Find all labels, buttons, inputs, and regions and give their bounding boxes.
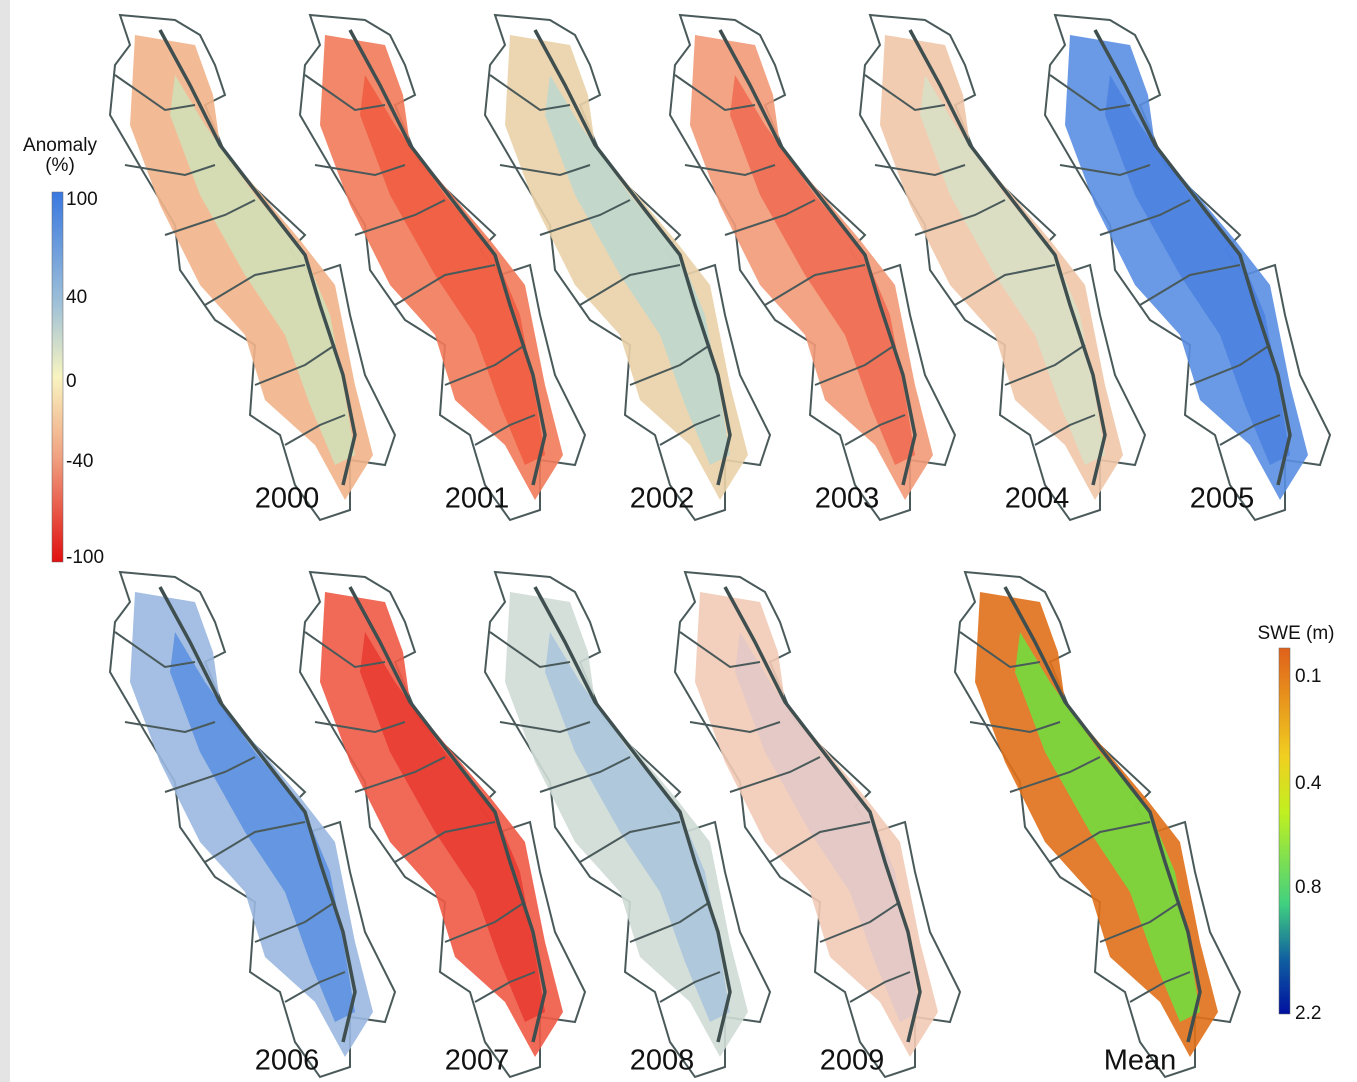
panel-label: 2004 bbox=[1005, 483, 1070, 515]
legend-tick-label: 100 bbox=[66, 189, 98, 210]
legend-tick-label: 2.2 bbox=[1295, 1003, 1321, 1024]
map-panel: Mean bbox=[955, 572, 1240, 1077]
legend-tick-label: -40 bbox=[66, 451, 93, 472]
anomaly-ticks: 100 40 0 -40 -100 bbox=[66, 189, 104, 568]
panel-label: 2005 bbox=[1190, 483, 1255, 515]
panel-label: 2003 bbox=[815, 483, 880, 515]
legend-title: Anomaly bbox=[23, 135, 97, 156]
map-panels: 2000 2001 2002 2003 2004 2005 2006 2007 2008 2009… bbox=[110, 15, 1330, 1077]
legend-title: SWE (m) bbox=[1257, 623, 1334, 644]
panel-label: 2000 bbox=[255, 483, 320, 515]
panel-label: 2008 bbox=[630, 1045, 695, 1077]
panel-label: 2007 bbox=[445, 1045, 510, 1077]
anomaly-colorbar bbox=[52, 192, 63, 562]
side-strip bbox=[0, 0, 10, 1082]
legend-tick-label: 0.8 bbox=[1295, 877, 1321, 898]
legend-unit: (%) bbox=[45, 155, 75, 176]
legend-tick-label: 40 bbox=[66, 287, 87, 308]
panel-label: 2002 bbox=[630, 483, 695, 515]
panel-label: Mean bbox=[1104, 1045, 1177, 1077]
legend-tick-label: 0.4 bbox=[1295, 773, 1322, 794]
legend-tick-label: 0.1 bbox=[1295, 666, 1321, 687]
legend-tick-label: -100 bbox=[66, 547, 104, 568]
panel-label: 2006 bbox=[255, 1045, 320, 1077]
figure: 2000 2001 2002 2003 2004 2005 2006 2007 2008 2009… bbox=[0, 0, 1357, 1082]
swe-ticks: 0.1 0.4 0.8 2.2 bbox=[1295, 666, 1322, 1024]
legend-tick-label: 0 bbox=[66, 371, 77, 392]
swe-colorbar bbox=[1279, 648, 1290, 1014]
panel-label: 2001 bbox=[445, 483, 510, 515]
panel-label: 2009 bbox=[820, 1045, 885, 1077]
